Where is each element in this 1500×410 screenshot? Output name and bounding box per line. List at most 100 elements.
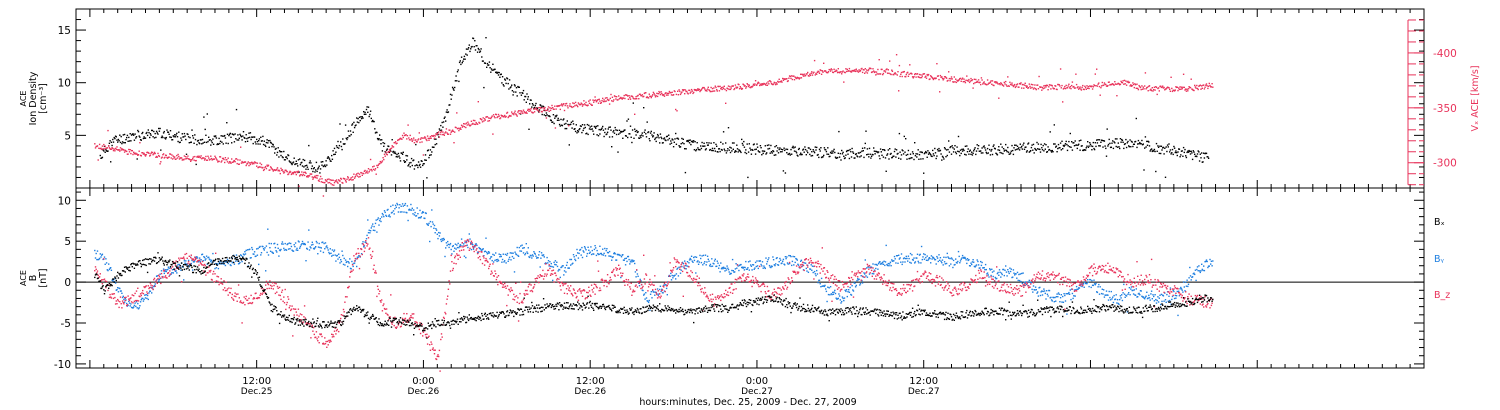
data-point	[463, 243, 465, 245]
data-point	[256, 248, 258, 250]
data-point	[790, 255, 792, 258]
data-point	[267, 254, 270, 256]
data-point	[221, 160, 223, 162]
data-point	[877, 73, 880, 75]
data-point	[1166, 87, 1168, 89]
data-point	[405, 211, 407, 214]
data-point	[635, 96, 637, 98]
data-point	[508, 79, 511, 81]
data-point	[497, 258, 499, 261]
data-point	[559, 276, 561, 279]
data-point	[1057, 147, 1059, 150]
data-point	[975, 150, 978, 152]
data-point	[186, 264, 188, 266]
data-point	[794, 146, 796, 148]
data-point	[693, 149, 696, 151]
data-point	[1086, 145, 1088, 147]
data-point	[422, 154, 425, 156]
data-point	[382, 214, 384, 216]
data-point	[877, 151, 880, 153]
data-point	[563, 123, 566, 125]
data-point	[938, 147, 940, 150]
data-point	[137, 129, 139, 132]
data-point	[863, 69, 865, 71]
data-point	[649, 309, 651, 311]
data-point	[488, 251, 490, 253]
data-point	[262, 166, 264, 169]
data-point	[373, 225, 375, 228]
data-point	[611, 96, 614, 98]
data-point	[308, 175, 311, 177]
data-point	[745, 86, 748, 88]
data-point	[561, 103, 563, 105]
data-point	[811, 265, 814, 267]
data-point	[379, 162, 381, 165]
data-point	[955, 151, 957, 153]
data-point	[170, 157, 172, 159]
data-point	[1016, 148, 1018, 151]
data-point	[233, 141, 236, 143]
data-point	[913, 158, 915, 161]
data-point	[709, 90, 712, 93]
data-point	[1002, 152, 1004, 155]
data-point	[399, 157, 401, 159]
data-point	[442, 131, 444, 133]
data-point	[267, 165, 269, 167]
data-point	[183, 132, 186, 135]
data-point	[827, 71, 829, 74]
data-point	[1016, 83, 1019, 85]
data-point	[1186, 88, 1188, 90]
data-point	[465, 240, 468, 242]
data-point	[1201, 85, 1203, 87]
data-point	[779, 257, 781, 260]
data-point	[180, 139, 183, 141]
data-point	[421, 160, 423, 162]
data-point	[859, 156, 861, 158]
data-point	[535, 102, 537, 105]
data-point	[1012, 85, 1015, 88]
data-point	[267, 164, 270, 166]
data-point	[536, 107, 539, 109]
data-point	[177, 140, 179, 143]
data-point	[176, 265, 179, 267]
data-point	[315, 176, 317, 179]
data-point	[365, 171, 368, 173]
data-point	[1000, 82, 1002, 84]
data-point	[178, 131, 180, 133]
data-point	[874, 263, 876, 266]
data-point	[403, 132, 405, 134]
data-point	[100, 147, 102, 149]
data-point	[552, 114, 555, 116]
data-point	[875, 74, 877, 76]
data-point	[1043, 150, 1045, 152]
data-point	[108, 147, 111, 149]
data-point	[1043, 143, 1046, 145]
data-point	[148, 131, 150, 134]
data-point	[809, 268, 812, 270]
data-point	[774, 264, 776, 267]
data-point	[893, 150, 896, 153]
data-point	[1109, 142, 1111, 145]
data-point	[897, 152, 899, 155]
data-point	[133, 306, 135, 308]
data-point	[326, 180, 328, 182]
data-point	[706, 261, 708, 263]
data-point	[1111, 142, 1113, 144]
data-point	[319, 175, 322, 178]
data-point	[930, 76, 933, 78]
data-point	[1087, 146, 1090, 148]
data-point	[434, 143, 436, 146]
data-point	[1173, 147, 1176, 149]
data-point	[153, 137, 156, 139]
data-point	[1199, 153, 1201, 155]
data-point	[290, 245, 293, 248]
data-point	[1145, 88, 1147, 90]
data-point	[921, 75, 923, 77]
data-point	[811, 154, 814, 157]
data-point	[927, 153, 930, 155]
data-point	[845, 290, 847, 293]
data-point	[766, 263, 768, 265]
data-point	[1096, 68, 1098, 70]
data-point	[304, 171, 306, 173]
data-point	[453, 250, 455, 252]
